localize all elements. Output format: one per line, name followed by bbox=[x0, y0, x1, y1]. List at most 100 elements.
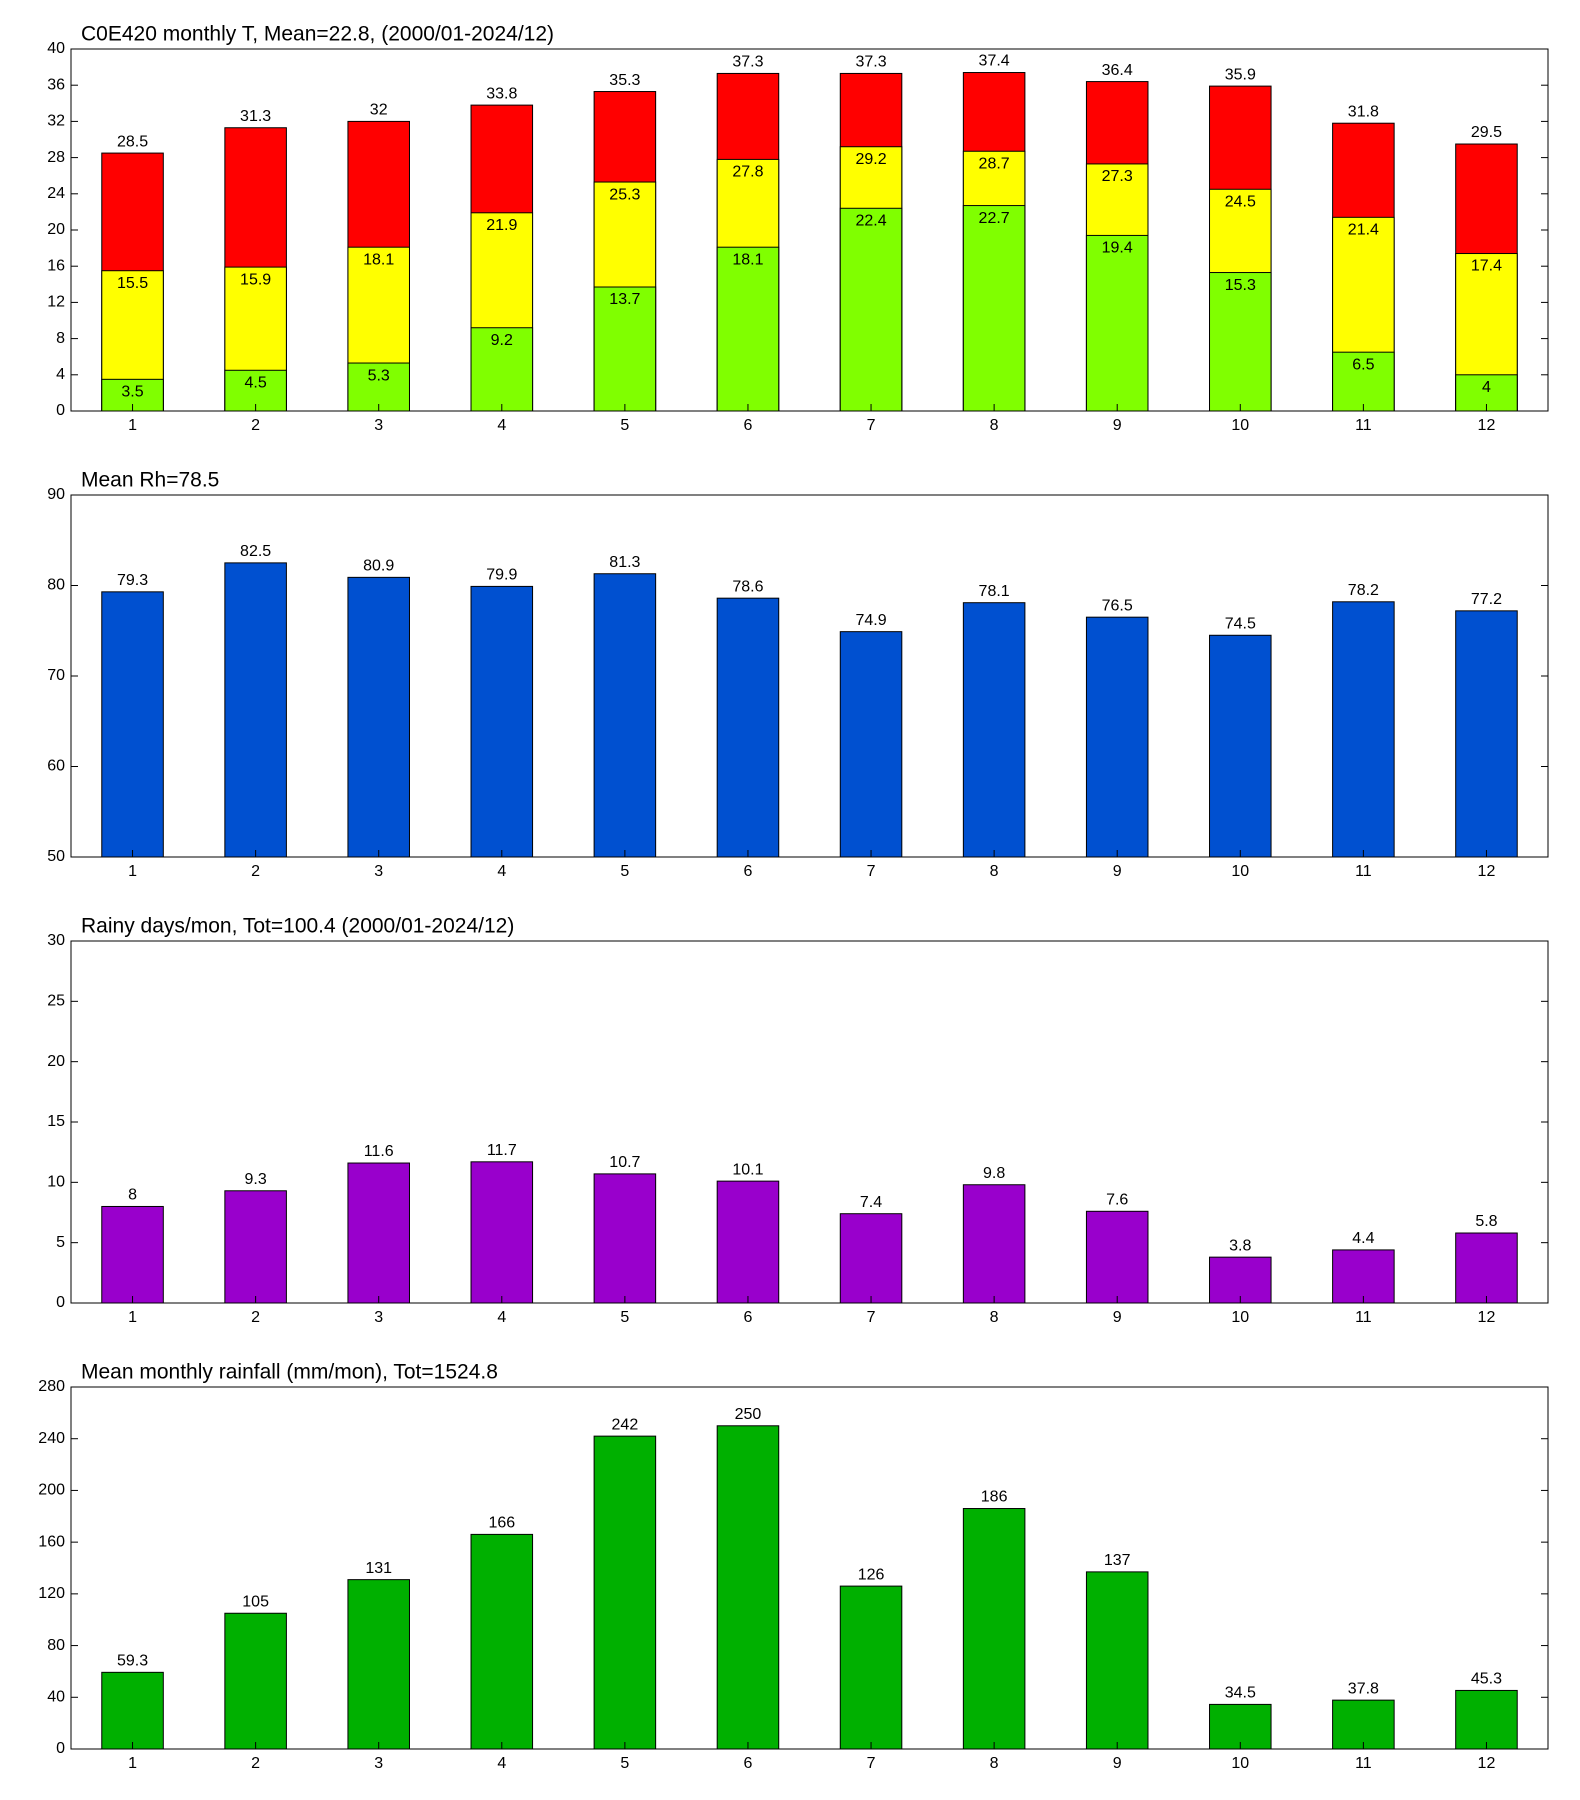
y-tick-label: 40 bbox=[47, 40, 65, 57]
bar bbox=[347, 1579, 410, 1750]
y-tick-label: 280 bbox=[38, 1378, 65, 1395]
x-tick-label: 2 bbox=[251, 417, 260, 434]
y-tick-label: 20 bbox=[47, 221, 65, 238]
value-label: 76.5 bbox=[1102, 597, 1133, 614]
x-tick-label: 11 bbox=[1355, 1309, 1372, 1326]
value-label: 250 bbox=[735, 1406, 762, 1423]
value-label: 18.1 bbox=[732, 251, 763, 268]
value-label: 126 bbox=[858, 1566, 885, 1583]
value-label: 74.9 bbox=[855, 612, 886, 629]
x-tick-label: 12 bbox=[1478, 863, 1496, 880]
value-label: 31.8 bbox=[1348, 103, 1379, 120]
x-tick-label: 12 bbox=[1478, 417, 1496, 434]
x-tick-label: 9 bbox=[1113, 417, 1122, 434]
x-tick-label: 1 bbox=[128, 1755, 137, 1772]
value-label: 37.4 bbox=[979, 53, 1010, 70]
value-label: 4 bbox=[1482, 379, 1491, 396]
bar bbox=[1209, 1256, 1272, 1304]
bar bbox=[962, 205, 1026, 412]
bar bbox=[1085, 1571, 1149, 1750]
value-label: 36.4 bbox=[1102, 62, 1133, 79]
x-tick-label: 6 bbox=[744, 417, 753, 434]
value-label: 3.5 bbox=[121, 384, 143, 401]
value-label: 28.7 bbox=[979, 155, 1010, 172]
bar bbox=[839, 631, 903, 858]
value-label: 15.3 bbox=[1225, 277, 1256, 294]
y-tick-label: 25 bbox=[47, 993, 65, 1010]
value-label: 28.5 bbox=[117, 133, 148, 150]
x-tick-label: 1 bbox=[128, 1309, 137, 1326]
x-tick-label: 6 bbox=[744, 863, 753, 880]
x-tick-label: 10 bbox=[1231, 1309, 1249, 1326]
value-label: 5.8 bbox=[1475, 1213, 1497, 1230]
value-label: 9.8 bbox=[983, 1165, 1005, 1182]
value-label: 11.7 bbox=[487, 1142, 517, 1159]
x-tick-label: 12 bbox=[1478, 1755, 1496, 1772]
value-label: 34.5 bbox=[1225, 1685, 1256, 1702]
y-tick-label: 120 bbox=[38, 1585, 65, 1602]
x-tick-label: 9 bbox=[1113, 1755, 1122, 1772]
value-label: 37.3 bbox=[732, 54, 763, 71]
value-label: 21.9 bbox=[486, 217, 517, 234]
bar bbox=[593, 1173, 657, 1304]
bar bbox=[224, 562, 287, 858]
y-tick-label: 8 bbox=[56, 330, 65, 347]
plot-frame bbox=[70, 1386, 1549, 1750]
x-tick-label: 12 bbox=[1478, 1309, 1496, 1326]
value-label: 27.8 bbox=[732, 164, 763, 181]
bar bbox=[1332, 601, 1395, 858]
x-tick-label: 2 bbox=[251, 863, 260, 880]
value-label: 37.8 bbox=[1348, 1680, 1379, 1697]
y-tick-label: 90 bbox=[47, 486, 65, 503]
value-label: 186 bbox=[981, 1489, 1008, 1506]
value-label: 80.9 bbox=[363, 558, 394, 575]
y-tick-label: 30 bbox=[47, 932, 65, 949]
value-label: 131 bbox=[365, 1560, 392, 1577]
bar bbox=[1085, 1210, 1149, 1304]
bar bbox=[716, 1180, 780, 1304]
value-label: 25.3 bbox=[609, 186, 640, 203]
bar bbox=[1209, 272, 1272, 412]
value-label: 242 bbox=[612, 1416, 639, 1433]
value-label: 9.3 bbox=[245, 1171, 267, 1188]
x-tick-label: 9 bbox=[1113, 863, 1122, 880]
x-tick-label: 6 bbox=[744, 1309, 753, 1326]
value-label: 78.1 bbox=[979, 583, 1010, 600]
bar bbox=[962, 602, 1026, 858]
bar bbox=[1332, 351, 1395, 412]
value-label: 79.9 bbox=[486, 567, 517, 584]
bar bbox=[593, 286, 657, 412]
bar bbox=[470, 585, 534, 858]
y-tick-label: 5 bbox=[56, 1234, 65, 1251]
bar bbox=[962, 1508, 1026, 1750]
value-label: 8 bbox=[128, 1187, 137, 1204]
x-tick-label: 2 bbox=[251, 1755, 260, 1772]
y-tick-label: 12 bbox=[47, 294, 65, 311]
x-tick-label: 3 bbox=[374, 863, 383, 880]
value-label: 5.3 bbox=[368, 367, 390, 384]
value-label: 18.1 bbox=[363, 251, 394, 268]
value-label: 15.5 bbox=[117, 275, 148, 292]
x-tick-label: 7 bbox=[867, 417, 876, 434]
x-tick-label: 8 bbox=[990, 863, 999, 880]
x-tick-label: 8 bbox=[990, 1309, 999, 1326]
x-tick-label: 4 bbox=[497, 417, 506, 434]
y-tick-label: 0 bbox=[56, 402, 65, 419]
value-label: 59.3 bbox=[117, 1653, 148, 1670]
value-label: 15.9 bbox=[240, 271, 271, 288]
value-label: 35.3 bbox=[609, 72, 640, 89]
value-label: 29.5 bbox=[1471, 124, 1502, 141]
x-tick-label: 5 bbox=[620, 417, 629, 434]
bar bbox=[839, 207, 903, 412]
x-tick-label: 10 bbox=[1231, 417, 1249, 434]
bar bbox=[101, 1205, 164, 1304]
y-tick-label: 50 bbox=[47, 848, 65, 865]
value-label: 22.7 bbox=[979, 210, 1010, 227]
bar bbox=[839, 1213, 903, 1304]
x-tick-label: 8 bbox=[990, 1755, 999, 1772]
bar bbox=[716, 1425, 780, 1750]
x-tick-label: 5 bbox=[620, 863, 629, 880]
bar bbox=[593, 573, 657, 858]
bar bbox=[470, 1533, 534, 1750]
bar bbox=[962, 1184, 1026, 1304]
